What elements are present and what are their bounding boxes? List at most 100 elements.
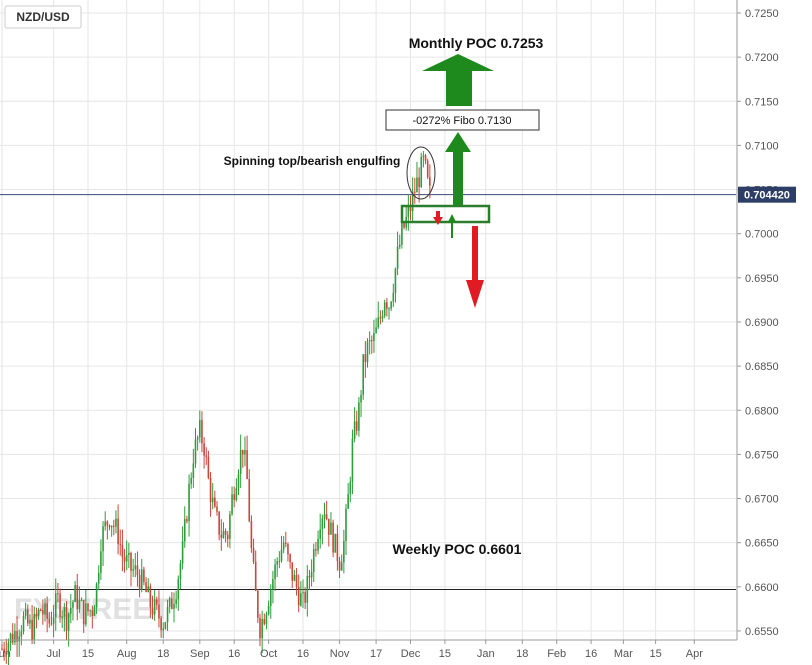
- x-tick-label: Mar: [614, 648, 633, 660]
- candle-body: [269, 589, 272, 606]
- candle-body: [319, 529, 321, 539]
- x-tick-label: 16: [585, 648, 597, 660]
- candle-body: [252, 548, 255, 562]
- x-tick-label: Jun: [0, 648, 11, 660]
- candle-body: [138, 575, 141, 590]
- grid: [0, 0, 736, 640]
- candle-body: [24, 609, 27, 616]
- candle-body: [280, 549, 283, 561]
- y-tick-label: 0.6900: [745, 317, 779, 329]
- candle-body: [381, 315, 384, 319]
- candle-body: [97, 572, 100, 584]
- candle-body: [300, 593, 302, 606]
- x-tick-label: Jan: [477, 648, 495, 660]
- candle-body: [145, 582, 147, 592]
- medium-up-arrow-icon: [445, 132, 471, 206]
- candle-body: [194, 439, 197, 464]
- candle-body: [82, 600, 85, 625]
- big-up-arrow-icon: [422, 54, 494, 106]
- x-tick-label: Apr: [686, 648, 703, 660]
- candle-body: [9, 633, 12, 644]
- candle-body: [76, 585, 79, 610]
- candle-body: [175, 599, 177, 605]
- candle-body: [416, 177, 418, 193]
- candle-body: [312, 549, 315, 573]
- candle-body: [121, 544, 124, 558]
- candle-body: [100, 551, 102, 573]
- y-tick-label: 0.7250: [745, 8, 779, 20]
- candle-body: [332, 522, 334, 553]
- candle-body: [33, 613, 36, 641]
- candle-body: [136, 565, 139, 576]
- x-tick-label: Nov: [330, 648, 350, 660]
- candle-body: [392, 292, 395, 302]
- x-tick-label: Oct: [260, 648, 277, 660]
- candle-body: [134, 565, 137, 570]
- candle-body: [3, 648, 5, 653]
- candle-body: [343, 540, 345, 563]
- candle-body: [16, 631, 18, 642]
- candle-body: [295, 574, 298, 587]
- candle-body: [218, 511, 220, 535]
- candle-body: [233, 494, 235, 501]
- candle-body: [377, 317, 380, 328]
- candle-body: [306, 576, 309, 603]
- candle-body: [39, 609, 42, 611]
- candle-body: [250, 521, 253, 549]
- candle-body: [274, 564, 276, 580]
- candle-body: [272, 579, 274, 590]
- candle-body: [31, 619, 33, 641]
- candle-body: [78, 600, 81, 610]
- candle-body: [267, 605, 270, 614]
- candle-body: [132, 569, 134, 571]
- candle-body: [390, 301, 392, 309]
- candle-body: [192, 463, 195, 478]
- candle-body: [414, 191, 416, 193]
- y-tick-label: 0.6750: [745, 449, 779, 461]
- candle-body: [366, 341, 369, 363]
- candle-body: [113, 525, 115, 527]
- candle-body: [149, 586, 152, 608]
- annotations: Monthly POC 0.7253 -0272% Fibo 0.7130 Sp…: [224, 35, 544, 557]
- candle-body: [80, 600, 83, 602]
- y-tick-label: 0.6850: [745, 361, 779, 373]
- candle-body: [360, 394, 362, 403]
- candle-body: [140, 569, 143, 590]
- candle-body: [224, 530, 227, 535]
- candle-body: [364, 354, 367, 363]
- candle-body: [216, 506, 218, 512]
- candle-body: [231, 494, 233, 515]
- x-tick-label: Dec: [401, 648, 421, 660]
- candle-body: [59, 593, 61, 618]
- candle-body: [5, 652, 8, 655]
- candle-body: [95, 583, 98, 608]
- candle-body: [396, 246, 399, 269]
- y-tick-label: 0.6800: [745, 405, 779, 417]
- current-price-badge: 0.704420: [738, 186, 796, 203]
- candle-body: [179, 563, 182, 580]
- candle-body: [222, 530, 225, 538]
- x-tick-label: 16: [297, 648, 309, 660]
- candle-body: [183, 519, 186, 542]
- candle-body: [315, 549, 317, 551]
- candle-body: [37, 609, 40, 617]
- candle-body: [156, 599, 158, 605]
- candle-body: [20, 631, 23, 637]
- candle-body: [18, 636, 20, 642]
- candle-body: [237, 474, 240, 489]
- candle-body: [91, 610, 94, 617]
- candle-body: [358, 402, 360, 431]
- x-tick-label: 18: [157, 648, 169, 660]
- candle-body: [54, 593, 57, 618]
- candle-body: [420, 156, 423, 188]
- candle-body: [22, 615, 25, 632]
- candle-body: [70, 607, 72, 614]
- candle-body: [117, 518, 119, 544]
- candle-body: [285, 542, 287, 545]
- x-tick-label: Feb: [547, 648, 566, 660]
- candle-body: [85, 603, 87, 625]
- candle-body: [201, 420, 203, 444]
- y-tick-label: 0.6600: [745, 582, 779, 594]
- candle-body: [254, 561, 257, 591]
